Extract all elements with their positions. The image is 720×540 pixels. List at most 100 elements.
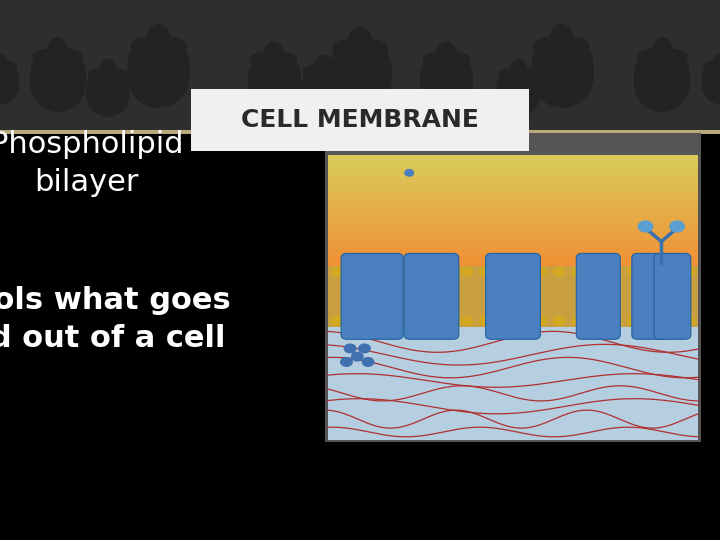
Bar	[328, 163, 698, 168]
Bar	[328, 238, 698, 244]
Polygon shape	[46, 38, 69, 75]
Circle shape	[442, 267, 454, 276]
FancyBboxPatch shape	[654, 253, 690, 339]
Bar	[328, 222, 698, 228]
Polygon shape	[137, 66, 158, 79]
Circle shape	[516, 267, 528, 276]
Polygon shape	[374, 40, 387, 57]
Text: Controls what goes
in and out of a cell: Controls what goes in and out of a cell	[0, 286, 230, 353]
Circle shape	[590, 267, 602, 276]
Polygon shape	[108, 89, 123, 98]
Polygon shape	[315, 56, 334, 86]
Polygon shape	[266, 70, 281, 83]
Polygon shape	[251, 53, 261, 67]
Polygon shape	[308, 87, 324, 97]
Circle shape	[442, 316, 454, 325]
Text: Phospholipid
bilayer: Phospholipid bilayer	[0, 130, 183, 197]
Polygon shape	[518, 89, 534, 98]
Circle shape	[516, 316, 528, 325]
FancyBboxPatch shape	[576, 253, 620, 339]
Circle shape	[344, 344, 356, 353]
Bar	[328, 206, 698, 212]
Circle shape	[405, 267, 417, 276]
Polygon shape	[703, 62, 711, 72]
Bar	[328, 246, 698, 252]
Circle shape	[683, 316, 695, 325]
Polygon shape	[347, 28, 373, 69]
Circle shape	[359, 344, 370, 353]
Circle shape	[628, 316, 639, 325]
Bar	[328, 234, 698, 240]
Polygon shape	[50, 68, 66, 81]
Circle shape	[572, 267, 584, 276]
Polygon shape	[318, 80, 330, 91]
Polygon shape	[643, 76, 662, 87]
Circle shape	[609, 316, 621, 325]
Polygon shape	[263, 42, 284, 77]
Polygon shape	[173, 38, 186, 54]
Polygon shape	[428, 78, 446, 89]
Bar	[328, 175, 698, 180]
Polygon shape	[562, 66, 583, 79]
Polygon shape	[576, 38, 589, 54]
Circle shape	[387, 267, 398, 276]
Polygon shape	[654, 68, 670, 81]
Polygon shape	[553, 57, 570, 72]
Bar	[328, 167, 698, 172]
Polygon shape	[549, 25, 575, 66]
Circle shape	[535, 316, 546, 325]
Polygon shape	[534, 38, 547, 54]
Polygon shape	[675, 50, 687, 64]
Polygon shape	[256, 78, 274, 89]
Bar	[328, 262, 698, 267]
FancyBboxPatch shape	[485, 253, 540, 339]
Polygon shape	[360, 69, 382, 82]
Circle shape	[498, 316, 510, 325]
Circle shape	[461, 316, 472, 325]
Circle shape	[368, 316, 379, 325]
Circle shape	[670, 221, 685, 232]
Polygon shape	[712, 54, 720, 79]
Circle shape	[461, 267, 472, 276]
Circle shape	[424, 267, 436, 276]
Polygon shape	[638, 50, 649, 64]
Polygon shape	[662, 76, 682, 87]
Bar	[328, 171, 698, 176]
Polygon shape	[509, 59, 528, 89]
Circle shape	[424, 316, 436, 325]
Circle shape	[480, 267, 491, 276]
Polygon shape	[439, 70, 454, 83]
Polygon shape	[503, 89, 518, 98]
Bar	[328, 250, 698, 255]
Polygon shape	[446, 78, 464, 89]
Circle shape	[554, 267, 565, 276]
Bar	[328, 214, 698, 220]
Polygon shape	[38, 76, 58, 87]
Polygon shape	[9, 62, 17, 72]
Polygon shape	[540, 66, 562, 79]
Circle shape	[480, 316, 491, 325]
Circle shape	[683, 267, 695, 276]
FancyBboxPatch shape	[632, 253, 669, 339]
Polygon shape	[423, 53, 434, 67]
Bar	[328, 183, 698, 188]
Bar	[328, 254, 698, 259]
Bar	[328, 242, 698, 247]
Bar	[325, 133, 701, 442]
Polygon shape	[118, 69, 127, 80]
Circle shape	[665, 267, 676, 276]
Circle shape	[554, 316, 565, 325]
Bar	[191, 89, 529, 151]
Circle shape	[647, 316, 658, 325]
Polygon shape	[351, 60, 369, 75]
Circle shape	[665, 316, 676, 325]
Circle shape	[350, 267, 361, 276]
Bar	[328, 194, 698, 200]
Polygon shape	[158, 66, 180, 79]
Polygon shape	[89, 69, 98, 80]
Polygon shape	[71, 50, 82, 64]
Polygon shape	[131, 38, 144, 54]
Bar	[328, 202, 698, 208]
Circle shape	[341, 357, 352, 366]
FancyBboxPatch shape	[404, 253, 459, 339]
